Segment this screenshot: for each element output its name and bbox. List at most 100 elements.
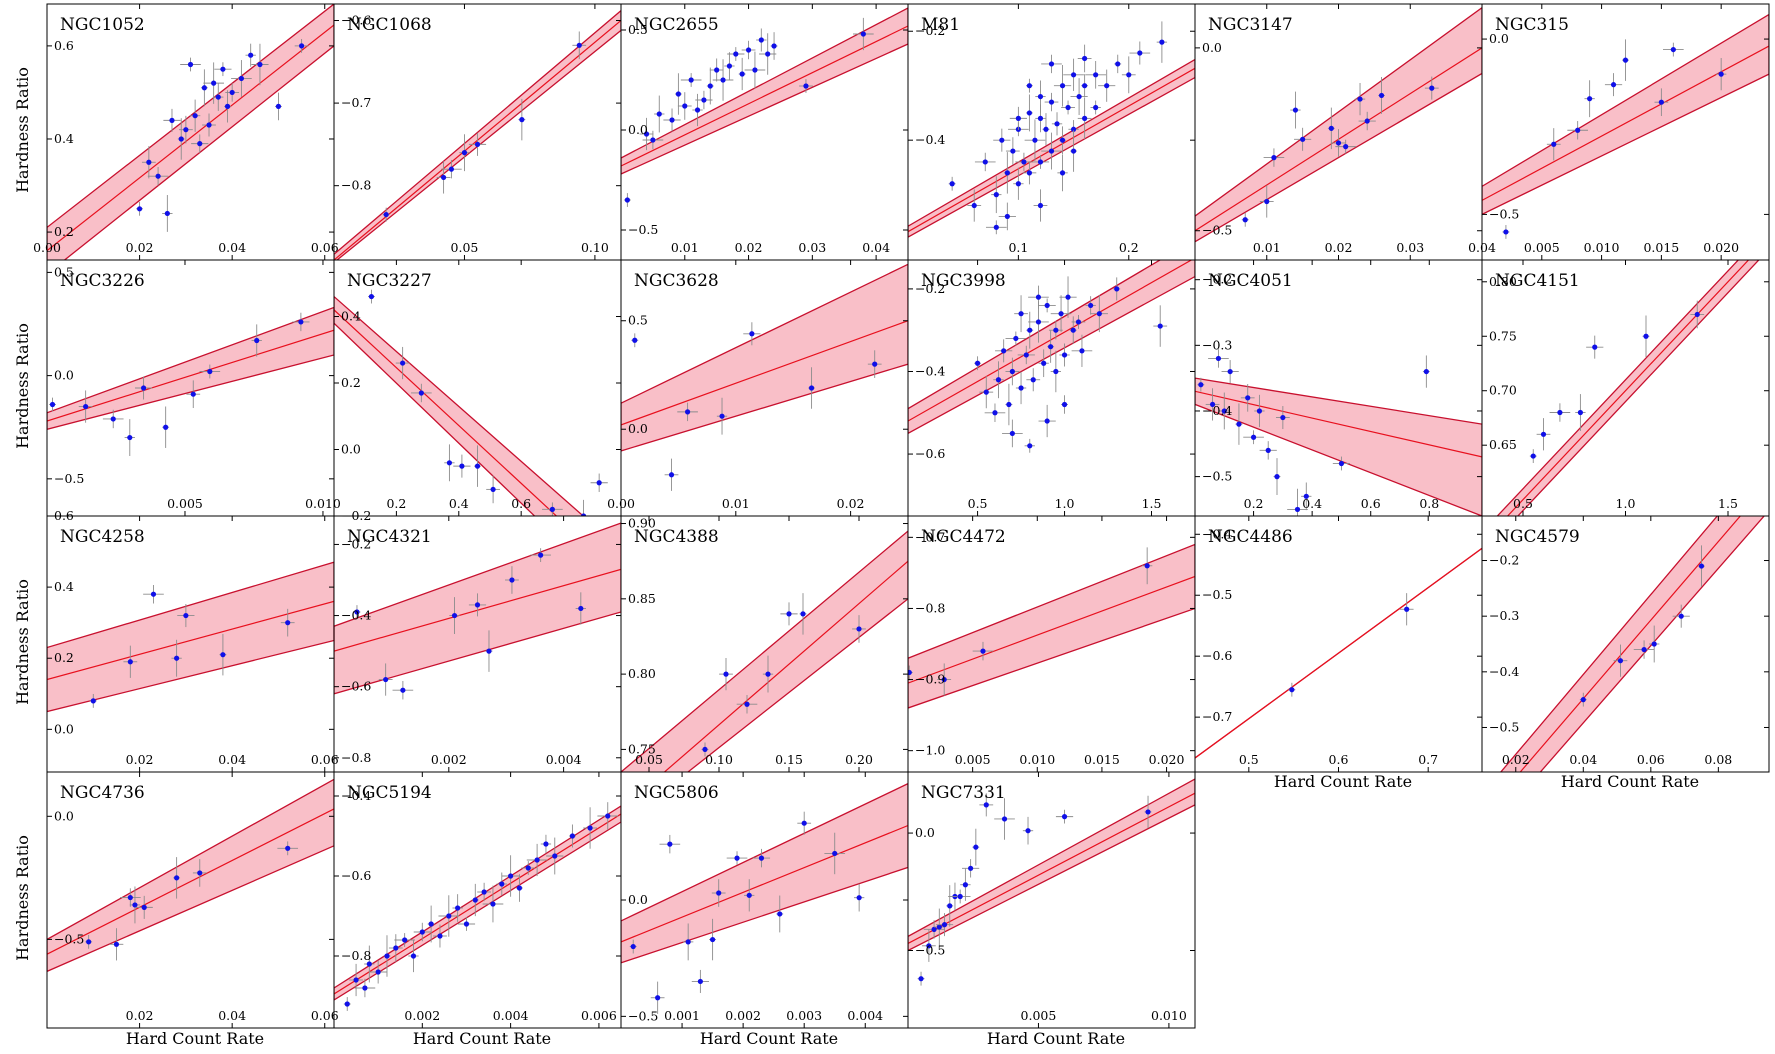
- data-point: [685, 939, 691, 945]
- data-point: [1144, 563, 1150, 569]
- plot-area: [1496, 260, 1760, 516]
- data-point: [694, 107, 701, 113]
- data-point: [448, 166, 455, 172]
- y-axis-label-row3: Hardness Ratio: [13, 579, 32, 705]
- data-point: [1265, 447, 1271, 453]
- data-point: [1227, 368, 1233, 375]
- data-point: [800, 611, 806, 617]
- x-tick-label: 0.02: [126, 752, 154, 767]
- confidence-band: [908, 260, 1195, 435]
- data-point: [1070, 72, 1077, 78]
- data-point: [110, 416, 116, 422]
- data-point: [486, 648, 492, 654]
- data-point: [1018, 385, 1024, 391]
- data-point: [1043, 126, 1049, 132]
- data-point: [298, 43, 305, 49]
- x-tick-label: 0.8: [1419, 496, 1439, 511]
- data-point: [1575, 127, 1581, 133]
- data-point: [183, 127, 189, 133]
- y-tick-label: −0.4: [1202, 526, 1232, 541]
- data-point: [164, 210, 170, 217]
- data-point: [1032, 137, 1038, 143]
- data-point: [211, 80, 217, 86]
- data-point: [1009, 368, 1015, 375]
- panel-ngc4258: 0.02 0.04 0.06 0.0 0.2 0.4 0.6 NGC4258: [46, 508, 339, 773]
- fit-line: [1195, 547, 1482, 759]
- confidence-band: [334, 295, 585, 516]
- y-tick-label: 0.0: [54, 808, 74, 823]
- data-point: [1059, 137, 1066, 143]
- y-tick-label: −0.6: [341, 13, 371, 28]
- data-point: [451, 612, 458, 619]
- data-point: [765, 51, 771, 57]
- x-tick-label: 0.00: [33, 240, 61, 255]
- data-point: [993, 192, 999, 198]
- data-point: [771, 43, 777, 49]
- x-tick-label: 0.004: [847, 1008, 883, 1023]
- x-tick-label: 0.06: [311, 752, 339, 767]
- y-tick-label: −0.4: [1489, 664, 1519, 679]
- data-point: [999, 137, 1005, 143]
- x-axis-label-col2: Hard Count Rate: [413, 1029, 551, 1048]
- data-point: [1035, 294, 1042, 300]
- fit-line: [1519, 516, 1742, 772]
- data-point: [1280, 414, 1286, 421]
- plot-area: [47, 778, 334, 973]
- data-point: [624, 197, 630, 203]
- confidence-band: [908, 543, 1195, 709]
- data-point: [201, 85, 207, 91]
- x-tick-label: 0.010: [1151, 1008, 1187, 1023]
- data-point: [1015, 181, 1021, 187]
- data-point: [707, 83, 713, 89]
- x-tick-label: 0.06: [311, 240, 339, 255]
- y-tick-label: −0.2: [915, 281, 945, 296]
- x-tick-label: 0.006: [581, 1008, 617, 1023]
- confidence-band: [47, 778, 334, 973]
- data-point: [1070, 148, 1077, 154]
- y-tick-label: −0.5: [628, 1008, 658, 1023]
- plot-area: [1195, 547, 1482, 759]
- x-tick-label: 0.4: [1302, 496, 1322, 511]
- data-point: [744, 701, 750, 707]
- y-tick-label: −0.6: [341, 679, 371, 694]
- y-tick-label: 0.4: [341, 309, 361, 324]
- y-tick-label: 0.80: [628, 666, 656, 681]
- x-tick-label: 0.02: [126, 240, 154, 255]
- x-tick-label: 0.04: [218, 752, 246, 767]
- data-point: [719, 413, 725, 419]
- y-tick-label: −0.8: [341, 178, 371, 193]
- y-tick-label: 0.5: [54, 264, 74, 279]
- y-tick-label: −0.5: [915, 942, 945, 957]
- x-axis-label-col6: Hard Count Rate: [1561, 772, 1699, 791]
- confidence-band: [621, 7, 908, 175]
- data-point: [1018, 311, 1024, 317]
- data-point: [474, 602, 481, 608]
- data-point: [275, 103, 282, 109]
- x-tick-label: 0.5: [968, 496, 988, 511]
- x-tick-label: 0.010: [1584, 240, 1620, 255]
- x-tick-label: 0.015: [1643, 240, 1679, 255]
- data-point: [440, 174, 447, 181]
- data-point: [169, 117, 175, 123]
- x-tick-label: 0.002: [404, 1008, 440, 1023]
- x-tick-label: 0.004: [493, 1008, 529, 1023]
- data-point: [238, 75, 245, 82]
- data-point: [1044, 302, 1050, 309]
- x-tick-label: 0.005: [1524, 240, 1560, 255]
- y-tick-label: −0.5: [1202, 469, 1232, 484]
- data-point: [400, 360, 406, 366]
- x-tick-label: 0.00: [607, 496, 635, 511]
- plot-area: [1195, 6, 1482, 243]
- data-point: [682, 103, 688, 109]
- data-point: [974, 360, 981, 366]
- y-tick-label: −0.4: [1202, 403, 1232, 418]
- data-point: [605, 813, 611, 819]
- y-tick-label: −0.9: [915, 672, 945, 687]
- data-point: [215, 94, 221, 100]
- data-point: [1037, 159, 1044, 165]
- y-tick-label: −0.4: [341, 788, 371, 803]
- data-point: [1093, 104, 1099, 111]
- data-point: [1343, 144, 1349, 150]
